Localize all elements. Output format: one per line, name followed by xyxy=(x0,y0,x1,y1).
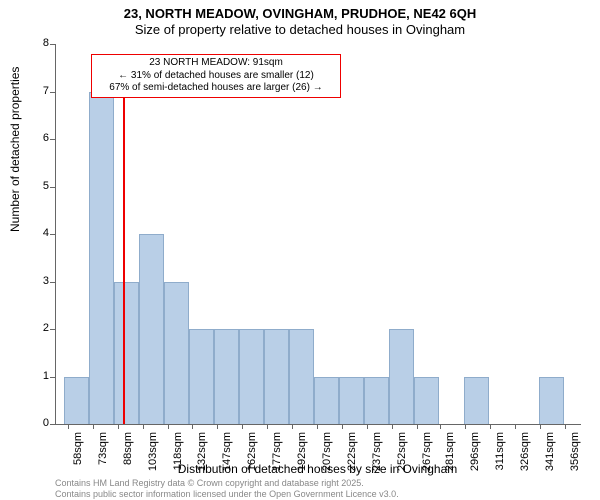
histogram-bar xyxy=(389,329,414,424)
y-tick-mark xyxy=(50,234,55,235)
x-tick-mark xyxy=(367,424,368,429)
callout-line: ← 31% of detached houses are smaller (12… xyxy=(96,70,336,83)
x-tick-label: 341sqm xyxy=(544,432,556,472)
y-tick-label: 8 xyxy=(33,37,49,49)
callout-line: 23 NORTH MEADOW: 91sqm xyxy=(96,57,336,70)
histogram-bar xyxy=(464,377,489,425)
y-tick-label: 2 xyxy=(33,322,49,334)
y-tick-label: 3 xyxy=(33,275,49,287)
x-tick-mark xyxy=(118,424,119,429)
x-tick-label: 177sqm xyxy=(271,432,283,472)
y-tick-mark xyxy=(50,92,55,93)
x-tick-mark xyxy=(192,424,193,429)
histogram-bar xyxy=(189,329,214,424)
x-tick-mark xyxy=(143,424,144,429)
x-tick-mark xyxy=(217,424,218,429)
x-tick-label: 103sqm xyxy=(147,432,159,472)
x-tick-mark xyxy=(465,424,466,429)
y-tick-mark xyxy=(50,282,55,283)
y-axis-label: Number of detached properties xyxy=(8,67,22,232)
histogram-bar xyxy=(264,329,289,424)
x-tick-label: 326sqm xyxy=(519,432,531,472)
histogram-bar xyxy=(314,377,339,425)
callout-box: 23 NORTH MEADOW: 91sqm← 31% of detached … xyxy=(91,54,341,98)
y-tick-mark xyxy=(50,187,55,188)
callout-line: 67% of semi-detached houses are larger (… xyxy=(96,82,336,95)
y-tick-label: 4 xyxy=(33,227,49,239)
x-tick-mark xyxy=(317,424,318,429)
y-tick-label: 7 xyxy=(33,85,49,97)
x-tick-mark xyxy=(417,424,418,429)
y-tick-label: 5 xyxy=(33,180,49,192)
chart-container: 23, NORTH MEADOW, OVINGHAM, PRUDHOE, NE4… xyxy=(0,0,600,500)
plot-area: 23 NORTH MEADOW: 91sqm← 31% of detached … xyxy=(55,44,581,425)
x-tick-mark xyxy=(565,424,566,429)
x-tick-label: 207sqm xyxy=(321,432,333,472)
x-tick-label: 132sqm xyxy=(196,432,208,472)
x-tick-label: 58sqm xyxy=(72,432,84,472)
y-tick-label: 0 xyxy=(33,417,49,429)
histogram-bar xyxy=(339,377,364,425)
x-tick-label: 88sqm xyxy=(122,432,134,472)
x-tick-mark xyxy=(490,424,491,429)
x-tick-label: 237sqm xyxy=(371,432,383,472)
x-tick-label: 267sqm xyxy=(421,432,433,472)
x-tick-mark xyxy=(292,424,293,429)
footer-line-1: Contains HM Land Registry data © Crown c… xyxy=(55,478,364,488)
histogram-bar xyxy=(139,234,164,424)
y-tick-mark xyxy=(50,424,55,425)
x-tick-label: 296sqm xyxy=(469,432,481,472)
x-tick-mark xyxy=(392,424,393,429)
histogram-bar xyxy=(539,377,564,425)
histogram-bar xyxy=(114,282,139,425)
y-tick-mark xyxy=(50,139,55,140)
x-tick-label: 147sqm xyxy=(221,432,233,472)
x-tick-label: 118sqm xyxy=(172,432,184,472)
property-marker-line xyxy=(123,68,125,424)
y-tick-label: 6 xyxy=(33,132,49,144)
y-tick-mark xyxy=(50,329,55,330)
y-tick-label: 1 xyxy=(33,370,49,382)
histogram-bar xyxy=(64,377,89,425)
footer-line-2: Contains public sector information licen… xyxy=(55,489,399,499)
x-tick-mark xyxy=(267,424,268,429)
x-tick-mark xyxy=(515,424,516,429)
chart-title-sub: Size of property relative to detached ho… xyxy=(0,22,600,37)
x-tick-mark xyxy=(168,424,169,429)
histogram-bar xyxy=(239,329,264,424)
x-tick-label: 222sqm xyxy=(346,432,358,472)
x-tick-mark xyxy=(242,424,243,429)
x-tick-mark xyxy=(342,424,343,429)
x-tick-label: 311sqm xyxy=(494,432,506,472)
x-tick-label: 252sqm xyxy=(396,432,408,472)
y-tick-mark xyxy=(50,377,55,378)
y-tick-mark xyxy=(50,44,55,45)
x-tick-label: 356sqm xyxy=(569,432,581,472)
histogram-bar xyxy=(164,282,189,425)
histogram-bar xyxy=(364,377,389,425)
histogram-bar xyxy=(289,329,314,424)
x-tick-label: 281sqm xyxy=(444,432,456,472)
histogram-bar xyxy=(414,377,439,425)
x-tick-mark xyxy=(68,424,69,429)
histogram-bar xyxy=(214,329,239,424)
chart-title-main: 23, NORTH MEADOW, OVINGHAM, PRUDHOE, NE4… xyxy=(0,6,600,21)
x-tick-label: 73sqm xyxy=(97,432,109,472)
x-tick-mark xyxy=(440,424,441,429)
x-tick-label: 192sqm xyxy=(296,432,308,472)
histogram-bar xyxy=(89,92,114,425)
x-tick-label: 162sqm xyxy=(246,432,258,472)
x-tick-mark xyxy=(540,424,541,429)
x-tick-mark xyxy=(93,424,94,429)
